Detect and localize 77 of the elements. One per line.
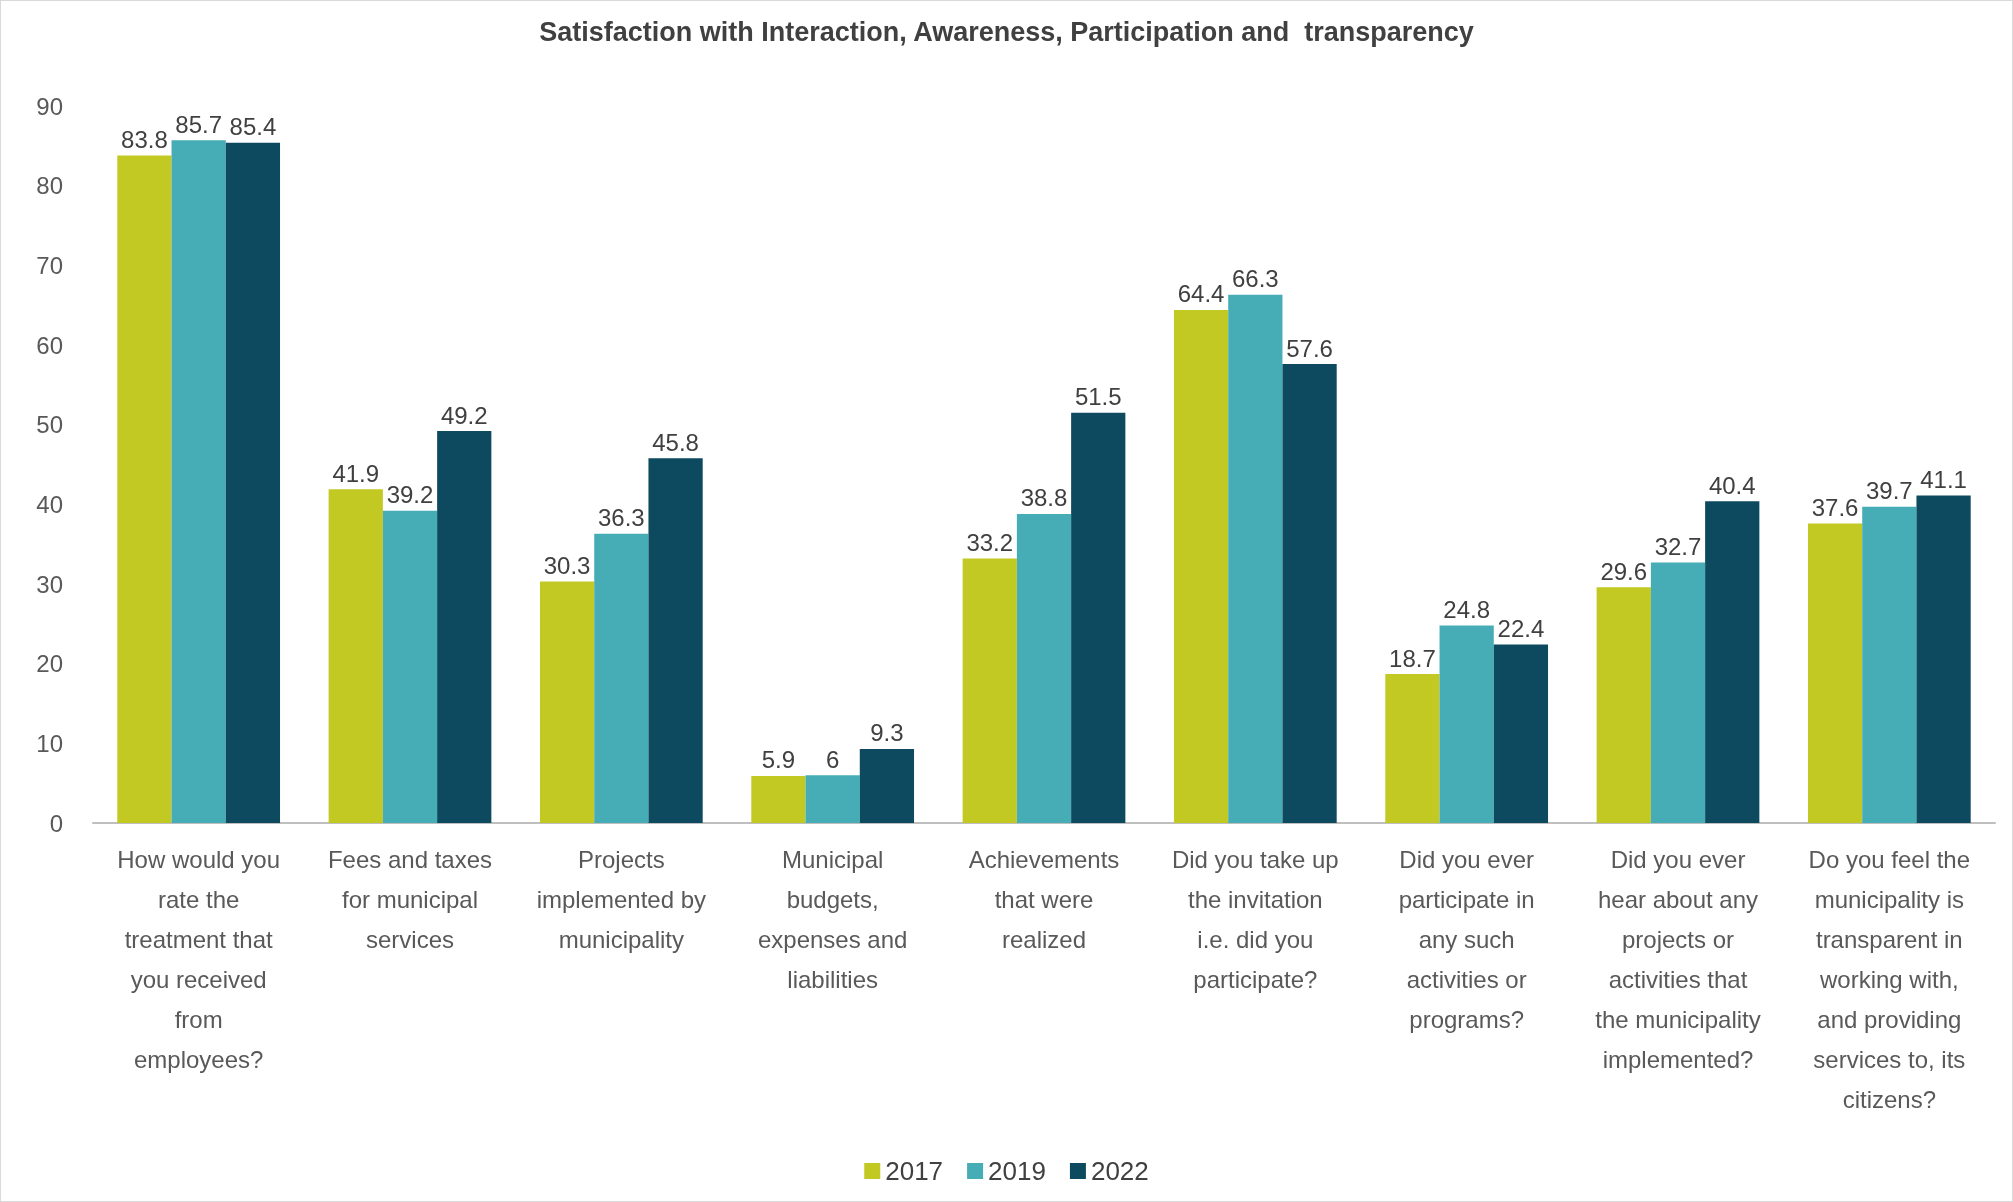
- y-tick-label: 70: [36, 251, 63, 279]
- data-label: 38.8: [1020, 484, 1068, 512]
- data-label: 5.9: [761, 746, 796, 774]
- bar: [1862, 506, 1917, 823]
- bar: [1916, 495, 1971, 823]
- bar: [594, 533, 649, 823]
- data-label: 41.9: [332, 459, 380, 487]
- x-tick-label: Fees and taxes for municipal services: [327, 845, 493, 953]
- y-tick-label: 20: [36, 650, 63, 678]
- bar: [1650, 562, 1706, 823]
- y-tick-label: 40: [36, 490, 63, 518]
- bar: [859, 748, 915, 823]
- legend-label: 2022: [1090, 1156, 1149, 1186]
- x-tick-label: Achievements that were realized: [968, 845, 1120, 953]
- data-label: 85.7: [175, 110, 223, 138]
- data-label: 64.4: [1177, 280, 1225, 308]
- data-label: 32.7: [1654, 532, 1702, 560]
- y-tick-label: 10: [36, 729, 63, 757]
- data-label: 49.2: [440, 401, 488, 429]
- data-label: 45.8: [652, 428, 699, 456]
- x-tick-label: Did you take up the invitation i.e. did you participate?: [1171, 845, 1339, 993]
- bar: [1705, 501, 1760, 823]
- data-label: 39.2: [386, 481, 434, 509]
- legend-label: 2017: [885, 1156, 944, 1186]
- bar: [1228, 294, 1283, 823]
- bar: [382, 510, 438, 823]
- y-tick-label: 80: [36, 172, 63, 200]
- bar: [751, 776, 806, 823]
- data-label: 51.5: [1074, 383, 1122, 411]
- bar: [539, 581, 595, 823]
- bar: [1071, 412, 1126, 823]
- bar: [962, 558, 1017, 823]
- x-tick-label: Did you ever participate in any such activities or programs?: [1398, 845, 1535, 1033]
- bar: [648, 458, 703, 823]
- data-label: 66.3: [1231, 265, 1279, 293]
- legend-label: 2019: [988, 1156, 1046, 1186]
- chart-title: Satisfaction with Interaction, Awareness, Participation and transparency: [539, 16, 1474, 47]
- bar: [117, 155, 172, 823]
- data-label: 39.7: [1865, 477, 1913, 505]
- data-label: 22.4: [1497, 615, 1545, 643]
- y-tick-label: 90: [36, 92, 63, 120]
- bar: [1493, 644, 1549, 823]
- bar: [225, 142, 281, 823]
- data-label: 37.6: [1811, 493, 1859, 521]
- y-tick-label: 30: [36, 570, 63, 598]
- data-label: 85.4: [229, 113, 277, 141]
- y-tick-label: 60: [36, 331, 63, 359]
- data-label: 6: [825, 745, 840, 773]
- data-label: 9.3: [870, 719, 904, 747]
- bar: [1016, 513, 1072, 823]
- data-label: 36.3: [597, 504, 645, 532]
- bar: [1807, 523, 1863, 823]
- bar: [1439, 625, 1494, 823]
- bar: [1282, 364, 1337, 823]
- x-tick-label: How would you rate the treatment that you received from employees?: [117, 845, 281, 1073]
- data-label: 24.8: [1443, 595, 1491, 623]
- bar: [1173, 309, 1229, 823]
- data-label: 41.1: [1920, 466, 1967, 494]
- data-label: 29.6: [1600, 557, 1648, 585]
- data-label: 30.3: [543, 552, 591, 580]
- y-tick-label: 50: [36, 411, 63, 439]
- data-label: 40.4: [1708, 471, 1756, 499]
- y-tick-label: 0: [49, 809, 63, 837]
- data-label: 83.8: [121, 125, 168, 153]
- x-tick-label: Do you feel the municipality is transparent in working with, and providing services to, its citizens?: [1808, 845, 1971, 1113]
- bar: [1385, 674, 1440, 823]
- x-tick-label: Municipal budgets, expenses and liabilities: [757, 845, 908, 993]
- data-label: 33.2: [966, 529, 1014, 557]
- bar: [171, 140, 226, 823]
- bar: [1596, 587, 1651, 823]
- data-label: 18.7: [1389, 644, 1436, 672]
- data-label: 57.6: [1286, 334, 1333, 362]
- bar: [328, 489, 383, 823]
- bar: [805, 775, 860, 823]
- bar: [437, 431, 492, 823]
- x-tick-label: Projects implemented by municipality: [536, 845, 707, 953]
- x-tick-label: Did you ever hear about any projects or activities that the municipality implemented?: [1595, 845, 1761, 1073]
